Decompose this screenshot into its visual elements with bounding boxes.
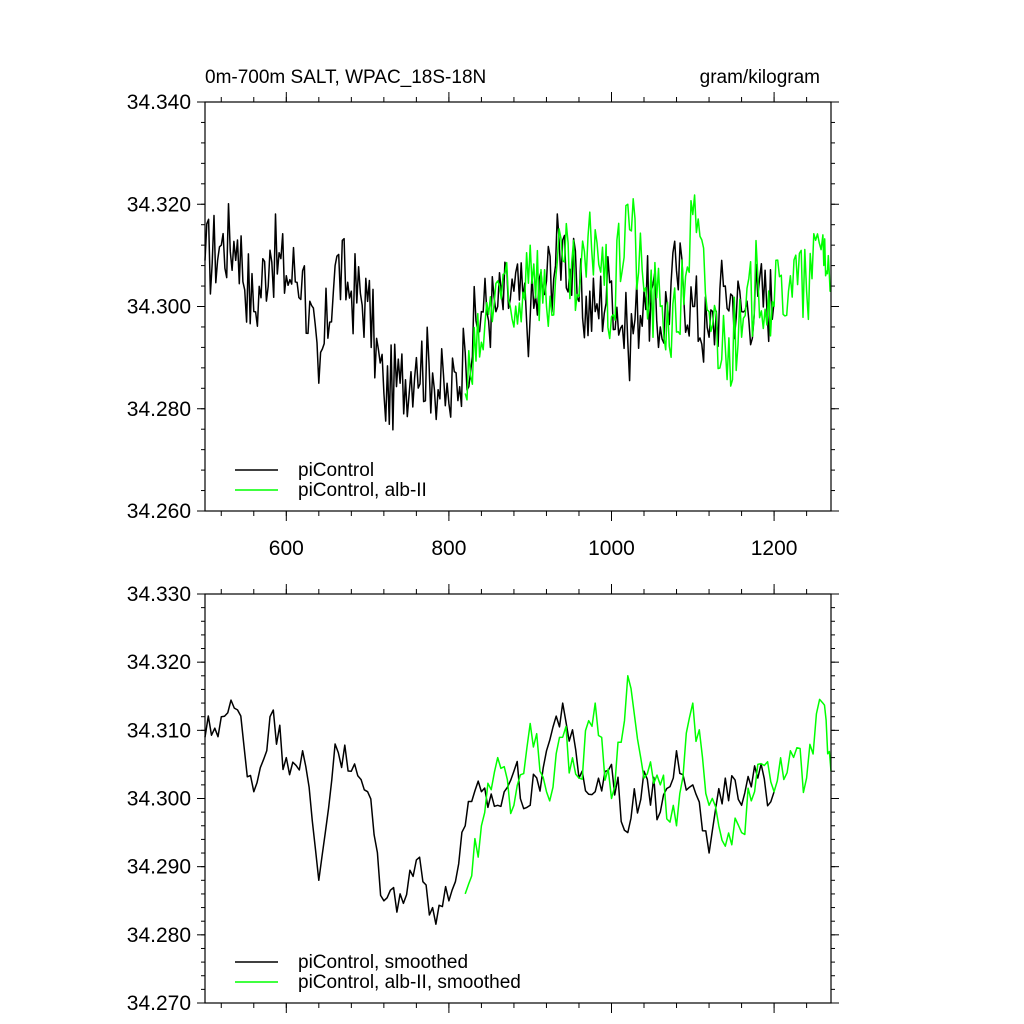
bottom-legend: piControl, smoothed piControl, alb-II, s… xyxy=(235,952,521,993)
picontrol-line xyxy=(204,202,775,431)
x-tick-label: 800 xyxy=(431,537,466,560)
y-tick-label: 34.300 xyxy=(127,788,191,811)
y-tick-label: 34.260 xyxy=(127,500,191,523)
legend-label-alb-ii: piControl, alb-II xyxy=(298,480,427,501)
y-tick-label: 34.310 xyxy=(127,719,191,742)
bottom-plot-frame xyxy=(204,593,832,1004)
y-tick-label: 34.290 xyxy=(127,856,191,879)
top-plot-frame xyxy=(204,101,832,512)
y-tick-label: 34.280 xyxy=(127,924,191,947)
x-tick-label: 1200 xyxy=(751,537,798,560)
x-tick-label: 1000 xyxy=(588,537,635,560)
picontrol-alb-ii-line xyxy=(464,194,831,401)
y-tick-label: 34.320 xyxy=(127,193,191,216)
y-tick-label: 34.320 xyxy=(127,651,191,674)
y-tick-label: 34.300 xyxy=(127,296,191,319)
y-tick-label: 34.330 xyxy=(127,583,191,606)
legend-label-picontrol-smoothed: piControl, smoothed xyxy=(298,952,468,973)
panel-bottom: 34.270 34.280 34.290 34.300 34.310 34.320 34.3… xyxy=(127,583,839,1015)
chart-title: 0m-700m SALT, WPAC_18S-18N xyxy=(205,67,486,88)
x-tick-label: 600 xyxy=(269,537,304,560)
y-tick-label: 34.280 xyxy=(127,398,191,421)
top-legend: piControl piControl, alb-II xyxy=(235,460,427,501)
legend-label-alb-ii-smoothed: piControl, alb-II, smoothed xyxy=(298,972,521,993)
y-tick-label: 34.270 xyxy=(127,992,191,1015)
panel-top: 0m-700m SALT, WPAC_18S-18N gram/kilogram… xyxy=(127,67,839,560)
picontrol-smoothed-line xyxy=(204,699,775,925)
bottom-series xyxy=(204,675,832,925)
bottom-ticks: 34.270 34.280 34.290 34.300 34.310 34.320 34.3… xyxy=(127,583,839,1015)
top-series xyxy=(204,194,831,431)
legend-label-picontrol: piControl xyxy=(298,460,374,481)
chart-units: gram/kilogram xyxy=(700,67,820,88)
picontrol-alb-ii-smoothed-line xyxy=(464,675,832,895)
y-tick-label: 34.340 xyxy=(127,91,191,114)
top-ticks: 34.260 34.280 34.300 34.320 34.340 600 800 1000… xyxy=(127,91,839,560)
